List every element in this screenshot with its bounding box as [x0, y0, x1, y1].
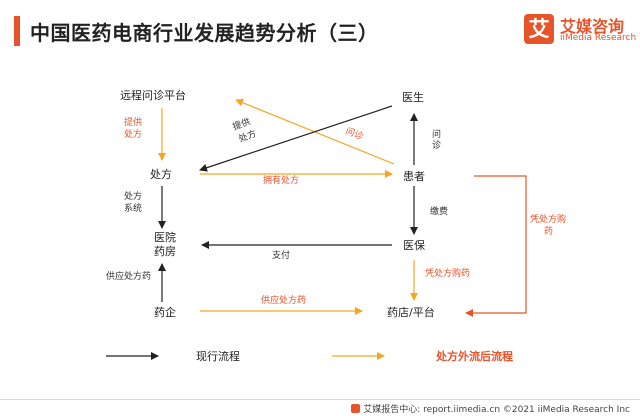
node-doctor: 医生	[402, 90, 424, 104]
legend-current-label: 现行流程	[196, 349, 240, 363]
logo-subtext: iiMedia Research	[560, 33, 637, 43]
label-consult-orange: 问诊	[344, 125, 365, 143]
node-remote-platform: 远程问诊平台	[120, 88, 186, 102]
prescription-flow-diagram: 远程问诊平台 医生 处方 患者 医院 药房 医保 药企 药店/平台 提供 处方 …	[106, 88, 566, 363]
node-hospital-line2: 药房	[154, 245, 176, 258]
footer-text: 艾媒报告中心: report.iimedia.cn ©2021 iiMedia …	[363, 405, 630, 415]
label-provide-rx-dark-line1: 提供	[231, 115, 252, 132]
footer-logo-icon	[351, 404, 361, 413]
label-consult-dark-line1: 问	[432, 128, 441, 140]
label-rx-buy: 凭处方购药	[425, 267, 470, 279]
label-rx-system-line1: 处方	[124, 190, 142, 202]
node-hospital-line1: 医院	[154, 230, 176, 244]
logo-text: 艾媒咨询	[560, 17, 625, 36]
node-prescription: 处方	[150, 167, 172, 181]
node-patient: 患者	[403, 170, 425, 183]
label-rx-system-line2: 系统	[124, 202, 142, 214]
node-pharma: 药企	[154, 305, 176, 319]
footer-divider	[0, 399, 640, 400]
edge-patient-to-pharmacy	[465, 175, 527, 317]
node-insurance: 医保	[403, 238, 425, 252]
label-pay: 支付	[272, 249, 290, 261]
label-rx-buy-right-line1: 凭处方购	[530, 213, 566, 225]
node-pharmacy: 药店/平台	[387, 305, 435, 319]
label-pay-fee: 缴费	[430, 205, 448, 217]
page-title: 中国医药电商行业发展趋势分析（三）	[30, 21, 379, 45]
label-hold-rx: 拥有处方	[263, 174, 299, 186]
footer: 艾媒报告中心: report.iimedia.cn ©2021 iiMedia …	[351, 402, 630, 415]
label-consult-dark-line2: 诊	[432, 139, 441, 151]
label-provide-rx-orange-line1: 提供	[124, 116, 142, 128]
label-provide-rx-orange-line2: 处方	[124, 128, 142, 140]
label-supply-bottom: 供应处方药	[261, 294, 306, 306]
edge-doctor-to-prescription	[199, 105, 393, 172]
logo-icon: 艾	[524, 14, 554, 44]
title-accent-bar	[14, 16, 20, 46]
legend-outflow-label: 处方外流后流程	[435, 349, 513, 363]
label-rx-buy-right-line2: 药	[544, 226, 553, 237]
label-supply-left: 供应处方药	[106, 270, 151, 282]
